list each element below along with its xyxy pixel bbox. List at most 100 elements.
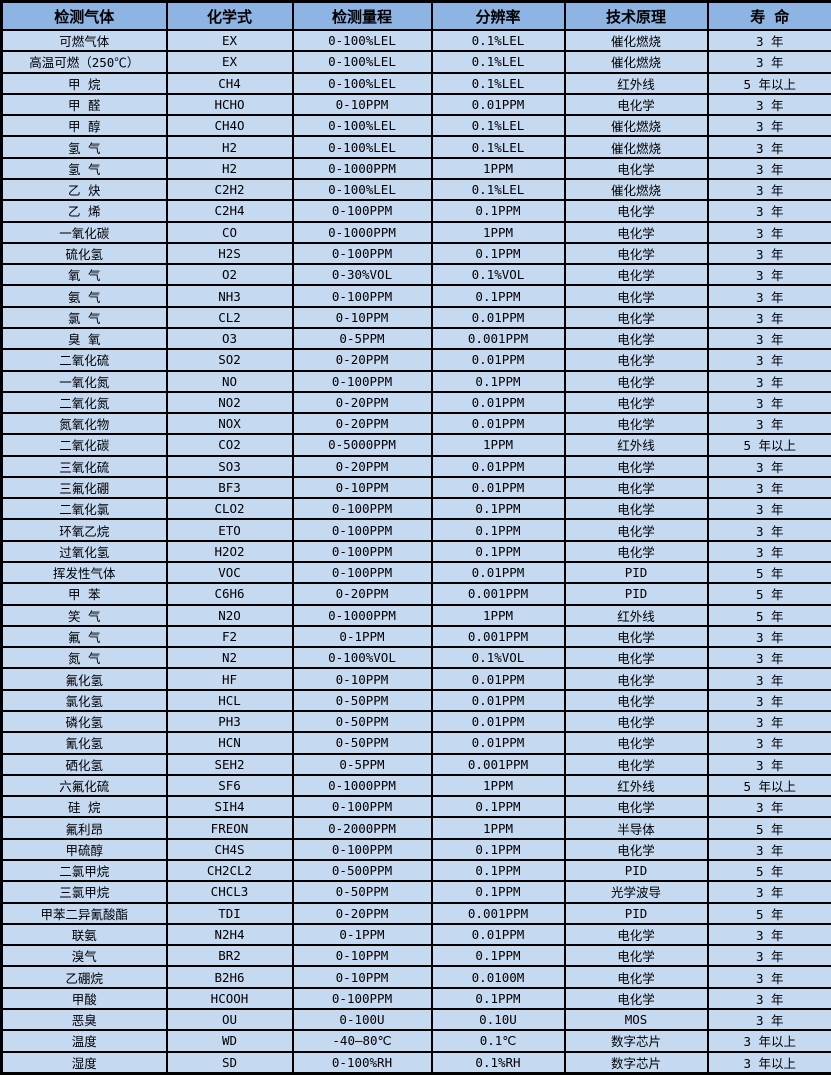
resolution-cell: 0.1PPM [430, 944, 566, 968]
resolution-cell: 0.01PPM [430, 92, 566, 117]
gas-name-cell: 氧 气 [0, 263, 168, 287]
lifespan-cell: 3 年 [706, 688, 831, 713]
range-cell: -40—80℃ [291, 1029, 433, 1053]
lifespan-cell: 5 年 [706, 582, 831, 606]
table-row: 三氧化硫 SO3 0-20PPM 0.01PPM 电化学 3 年 [0, 454, 831, 478]
gas-name-cell: 氟 气 [0, 624, 168, 649]
table-row: 氯化氢 HCL 0-50PPM 0.01PPM 电化学 3 年 [0, 688, 831, 713]
formula-cell: WD [165, 1029, 294, 1053]
range-cell: 0-100%LEL [291, 135, 433, 159]
formula-cell: N2O [165, 603, 294, 627]
range-cell: 0-10PPM [291, 944, 433, 968]
table-row: 硅 烷 SIH4 0-100PPM 0.1PPM 电化学 3 年 [0, 795, 831, 819]
resolution-cell: 0.01PPM [430, 412, 566, 436]
lifespan-cell: 3 年 [706, 263, 831, 287]
formula-cell: EX [165, 28, 294, 53]
gas-name-cell: 二氧化硫 [0, 348, 168, 372]
resolution-cell: 0.01PPM [430, 454, 566, 478]
formula-cell: CO2 [165, 433, 294, 457]
range-cell: 0-100%RH [291, 1050, 433, 1075]
principle-cell: 电化学 [563, 348, 709, 372]
table-row: 臭 氧 O3 0-5PPM 0.001PPM 电化学 3 年 [0, 326, 831, 351]
principle-cell: 电化学 [563, 688, 709, 713]
range-cell: 0-500PPM [291, 858, 433, 883]
gas-name-cell: 臭 氧 [0, 326, 168, 351]
principle-cell: 电化学 [563, 263, 709, 287]
range-cell: 0-1000PPM [291, 220, 433, 244]
resolution-cell: 0.1PPM [430, 837, 566, 861]
gas-name-cell: 氮氧化物 [0, 412, 168, 436]
lifespan-cell: 3 年 [706, 880, 831, 904]
gas-name-cell: 甲 醛 [0, 92, 168, 117]
formula-cell: SO2 [165, 348, 294, 372]
principle-cell: PID [563, 561, 709, 585]
formula-cell: CO [165, 220, 294, 244]
formula-cell: SD [165, 1050, 294, 1075]
gas-name-cell: 硒化氢 [0, 752, 168, 776]
principle-cell: 催化燃烧 [563, 177, 709, 202]
principle-cell: 红外线 [563, 71, 709, 95]
resolution-cell: 0.01PPM [430, 709, 566, 734]
formula-cell: HCL [165, 688, 294, 713]
lifespan-cell: 5 年 [706, 561, 831, 585]
gas-name-cell: 甲 烷 [0, 71, 168, 95]
principle-cell: 电化学 [563, 497, 709, 521]
formula-cell: C2H4 [165, 199, 294, 223]
resolution-cell: 0.1PPM [430, 518, 566, 542]
range-cell: 0-100PPM [291, 241, 433, 266]
formula-cell: CLO2 [165, 497, 294, 521]
principle-cell: 电化学 [563, 646, 709, 670]
resolution-cell: 0.1℃ [430, 1029, 566, 1053]
principle-cell: 电化学 [563, 220, 709, 244]
lifespan-cell: 3 年 [706, 114, 831, 138]
formula-cell: NOX [165, 412, 294, 436]
table-row: 甲 烷 CH4 0-100%LEL 0.1%LEL 红外线 5 年以上 [0, 71, 831, 95]
principle-cell: 电化学 [563, 731, 709, 755]
gas-name-cell: 氯化氢 [0, 688, 168, 713]
formula-cell: FREON [165, 816, 294, 840]
principle-cell: 催化燃烧 [563, 114, 709, 138]
table-row: 甲 醛 HCHO 0-10PPM 0.01PPM 电化学 3 年 [0, 92, 831, 117]
range-cell: 0-100U [291, 1007, 433, 1032]
lifespan-cell: 3 年 [706, 795, 831, 819]
principle-cell: 电化学 [563, 369, 709, 393]
header-lifespan: 寿 命 [706, 0, 831, 31]
formula-cell: PH3 [165, 709, 294, 734]
resolution-cell: 0.1PPM [430, 858, 566, 883]
principle-cell: 数字芯片 [563, 1029, 709, 1053]
range-cell: 0-50PPM [291, 731, 433, 755]
resolution-cell: 0.1PPM [430, 539, 566, 564]
range-cell: 0-100PPM [291, 986, 433, 1010]
lifespan-cell: 3 年 [706, 241, 831, 266]
range-cell: 0-100PPM [291, 284, 433, 308]
resolution-cell: 0.01PPM [430, 348, 566, 372]
resolution-cell: 0.001PPM [430, 582, 566, 606]
principle-cell: 红外线 [563, 773, 709, 798]
table-row: 高温可燃（250℃） EX 0-100%LEL 0.1%LEL 催化燃烧 3 年 [0, 50, 831, 74]
principle-cell: 电化学 [563, 944, 709, 968]
resolution-cell: 0.001PPM [430, 752, 566, 776]
resolution-cell: 0.1%VOL [430, 646, 566, 670]
principle-cell: 电化学 [563, 390, 709, 415]
table-row: 硒化氢 SEH2 0-5PPM 0.001PPM 电化学 3 年 [0, 752, 831, 776]
formula-cell: CH4 [165, 71, 294, 95]
principle-cell: 电化学 [563, 752, 709, 776]
formula-cell: O3 [165, 326, 294, 351]
table-row: 甲硫醇 CH4S 0-100PPM 0.1PPM 电化学 3 年 [0, 837, 831, 861]
table-row: 乙 烯 C2H4 0-100PPM 0.1PPM 电化学 3 年 [0, 199, 831, 223]
principle-cell: 红外线 [563, 603, 709, 627]
gas-name-cell: 氟化氢 [0, 667, 168, 691]
formula-cell: CH4O [165, 114, 294, 138]
gas-name-cell: 环氧乙烷 [0, 518, 168, 542]
gas-name-cell: 甲 醇 [0, 114, 168, 138]
formula-cell: CH4S [165, 837, 294, 861]
resolution-cell: 0.01PPM [430, 475, 566, 500]
resolution-cell: 0.01PPM [430, 731, 566, 755]
principle-cell: PID [563, 858, 709, 883]
table-row: 溴气 BR2 0-10PPM 0.1PPM 电化学 3 年 [0, 944, 831, 968]
table-row: 三氟化硼 BF3 0-10PPM 0.01PPM 电化学 3 年 [0, 475, 831, 500]
formula-cell: SF6 [165, 773, 294, 798]
lifespan-cell: 5 年以上 [706, 773, 831, 798]
lifespan-cell: 5 年 [706, 901, 831, 925]
resolution-cell: 1PPM [430, 773, 566, 798]
